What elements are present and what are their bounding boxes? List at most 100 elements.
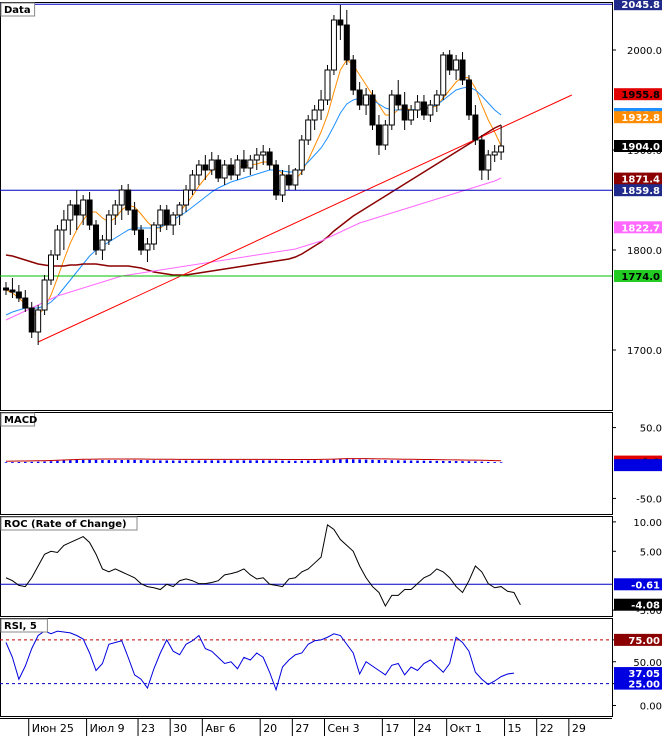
moving-average-line xyxy=(5,124,502,276)
value-tag xyxy=(614,221,662,234)
x-tick-label: 17 xyxy=(385,722,399,735)
candle-body xyxy=(131,209,138,231)
candle-body xyxy=(292,169,299,186)
value-tag-label: 1822.7 xyxy=(621,223,660,234)
candle-body xyxy=(176,204,183,216)
panel-title: ROC (Rate of Change) xyxy=(4,519,127,530)
candle-body xyxy=(157,209,164,226)
x-tick-label: 30 xyxy=(173,722,187,735)
candle-body xyxy=(350,59,357,91)
candle-body xyxy=(414,101,421,111)
candle-body xyxy=(73,204,80,216)
value-tag-label: 75.00 xyxy=(628,636,660,647)
candle-body xyxy=(60,219,67,231)
x-tick-label: Авг 6 xyxy=(205,722,235,735)
candle-body xyxy=(427,104,434,116)
candle-body xyxy=(330,19,337,71)
candle-body xyxy=(485,154,492,171)
candle-body xyxy=(498,145,505,153)
value-tag xyxy=(614,270,662,282)
value-tag-label: 37.05 xyxy=(628,669,660,680)
candle-body xyxy=(420,101,427,116)
candle-body xyxy=(183,189,190,206)
y-tick-label: 1700.0 xyxy=(627,346,662,357)
candle-body xyxy=(253,154,260,161)
panel-frame xyxy=(0,2,613,411)
candle-body xyxy=(298,139,305,171)
candle-body xyxy=(215,159,222,179)
candle-body xyxy=(472,114,479,141)
candle-body xyxy=(208,159,215,171)
candle-body xyxy=(105,214,112,241)
panel-title-box xyxy=(0,2,36,17)
candle-body xyxy=(86,199,93,226)
candle-body xyxy=(234,159,241,176)
y-tick-label: 1800.0 xyxy=(627,246,662,257)
x-tick-label: 24 xyxy=(418,722,432,735)
x-tick-label: 23 xyxy=(141,722,155,735)
candle-body xyxy=(395,94,402,106)
value-tag-label: -0.61 xyxy=(631,580,660,591)
value-tag xyxy=(614,140,662,152)
candle-body xyxy=(440,54,447,96)
candle-body xyxy=(240,159,247,169)
candle-body xyxy=(9,289,16,293)
value-tag-label: 1859.8 xyxy=(621,186,660,197)
candle-body xyxy=(343,24,350,61)
candle-body xyxy=(260,151,267,156)
macd-signal-line xyxy=(5,458,502,462)
candle-body xyxy=(453,59,460,71)
y-tick-label: -50.0 xyxy=(636,494,662,505)
value-tag-label: 2045.8 xyxy=(621,0,660,11)
candle-body xyxy=(305,119,312,141)
candle-body xyxy=(356,89,363,106)
candle-body xyxy=(125,189,132,211)
panel-title-box xyxy=(0,618,48,633)
candle-body xyxy=(408,109,415,121)
value-tag-label: 25.00 xyxy=(628,680,660,691)
candle-body xyxy=(465,79,472,116)
x-tick-label: 27 xyxy=(295,722,309,735)
x-tick-label: 20 xyxy=(263,722,277,735)
y-tick-label: 10.00 xyxy=(633,518,662,529)
x-tick-label: 15 xyxy=(508,722,522,735)
candle-body xyxy=(266,151,273,166)
candle-body xyxy=(144,243,151,251)
candle-body xyxy=(150,224,157,245)
candle-body xyxy=(247,159,254,169)
candle-body xyxy=(382,124,389,146)
candle-body xyxy=(491,151,498,156)
candle-body xyxy=(138,229,145,251)
candle-body xyxy=(15,291,22,299)
value-tag xyxy=(614,111,662,124)
value-tag xyxy=(614,172,662,185)
candle-body xyxy=(54,229,61,256)
candle-body xyxy=(446,54,453,71)
rsi-line xyxy=(5,630,515,692)
candle-body xyxy=(118,189,125,206)
panel-title: MACD xyxy=(4,415,37,426)
value-tag xyxy=(614,578,662,591)
panel-frame xyxy=(0,618,613,717)
candle-body xyxy=(112,204,119,216)
value-tag-label: 1774.0 xyxy=(621,272,660,283)
candle-body xyxy=(80,199,87,216)
moving-average-line xyxy=(5,177,502,321)
y-tick-label: -5.00 xyxy=(636,606,662,617)
value-tag xyxy=(614,598,662,611)
candle-body xyxy=(195,164,202,176)
value-tag xyxy=(614,184,662,197)
candle-body xyxy=(478,139,485,171)
candle-body xyxy=(48,254,55,281)
candle-body xyxy=(369,94,376,126)
value-tag xyxy=(614,459,662,472)
candle-body xyxy=(401,104,408,121)
value-tag xyxy=(614,88,662,101)
candle-body xyxy=(3,287,9,291)
y-tick-label: 50.0 xyxy=(640,424,662,435)
y-tick-label: 5.00 xyxy=(640,547,662,558)
value-tag-label: 1871.4 xyxy=(621,175,660,186)
value-tag-label: -4.08 xyxy=(631,601,660,612)
